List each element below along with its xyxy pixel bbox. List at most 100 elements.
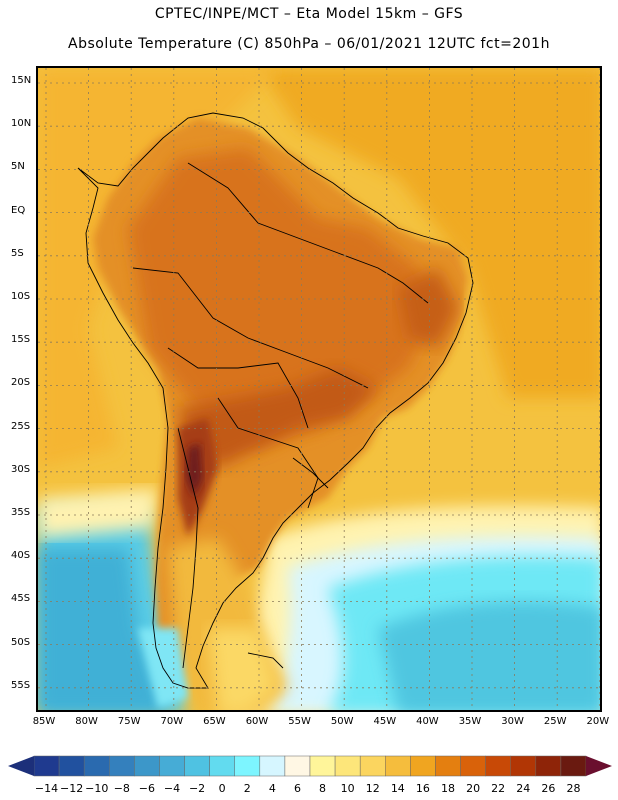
colorbar-cell bbox=[485, 755, 511, 777]
latitude-label: 5S bbox=[11, 247, 24, 259]
field-hotter-interior bbox=[178, 368, 378, 468]
latitude-label: 25S bbox=[11, 420, 31, 432]
border-north bbox=[187, 162, 429, 304]
colorbar-label: −14 bbox=[34, 782, 59, 795]
colorbar-label: −12 bbox=[60, 782, 84, 795]
continent-outline bbox=[77, 112, 474, 689]
colorbar-left-arrow bbox=[8, 756, 34, 776]
colorbar-cell bbox=[510, 755, 537, 777]
border-andes bbox=[177, 427, 199, 669]
map-panel bbox=[36, 66, 602, 712]
longitude-label: 20W bbox=[586, 716, 610, 727]
colorbar-label: 28 bbox=[566, 782, 581, 795]
colorbar-label: 4 bbox=[268, 782, 276, 795]
colorbar-cell bbox=[560, 755, 587, 777]
field-colder-atlantic bbox=[378, 601, 600, 710]
latitude-label: 10N bbox=[11, 118, 32, 130]
border-uruguay bbox=[292, 457, 329, 489]
title-line-2: Absolute Temperature (C) 850hPa – 06/01/… bbox=[68, 36, 550, 52]
field-warm-pacific bbox=[38, 68, 278, 468]
longitude-label: 75W bbox=[117, 716, 141, 727]
field-pale-pacific bbox=[38, 488, 158, 538]
colorbar bbox=[8, 755, 612, 777]
colorbar-label: −2 bbox=[188, 782, 206, 795]
longitude-label: 40W bbox=[416, 716, 439, 727]
latitude-label: 50S bbox=[11, 636, 31, 648]
temperature-map bbox=[38, 68, 600, 710]
longitude-label: 55W bbox=[288, 716, 311, 727]
colorbar-label: −4 bbox=[163, 782, 181, 795]
latitude-label: 55S bbox=[11, 679, 31, 691]
colorbar-label: 0 bbox=[218, 782, 226, 795]
colorbar-label: 26 bbox=[541, 782, 556, 795]
colorbar-cell bbox=[234, 755, 261, 777]
colorbar-label: 20 bbox=[466, 782, 481, 795]
colorbar-cell bbox=[535, 755, 562, 777]
longitude-label: 60W bbox=[245, 716, 269, 727]
colorbar-cell bbox=[209, 755, 235, 777]
latitude-label: 35S bbox=[11, 507, 31, 518]
field-hot-northeast bbox=[398, 268, 458, 348]
falklands bbox=[247, 652, 284, 669]
latitude-label: 20S bbox=[11, 377, 31, 389]
longitude-label: 50W bbox=[330, 716, 354, 727]
colorbar-cell bbox=[284, 755, 311, 777]
colorbar-label: 22 bbox=[491, 782, 506, 795]
colorbar-cell bbox=[309, 755, 336, 777]
colorbar-cell bbox=[184, 755, 210, 777]
longitude-label: 80W bbox=[75, 716, 98, 727]
field-colder-pacific bbox=[38, 548, 167, 710]
colorbar-label: 2 bbox=[243, 782, 251, 795]
longitude-label: 45W bbox=[373, 716, 397, 727]
colorbar-label: 16 bbox=[415, 782, 430, 795]
colorbar-label: 6 bbox=[293, 782, 301, 795]
longitude-label: 25W bbox=[543, 716, 567, 727]
colorbar-label: 24 bbox=[516, 782, 531, 795]
graticule bbox=[38, 68, 600, 710]
colorbar-cells bbox=[33, 755, 587, 777]
colorbar-label: −6 bbox=[138, 782, 156, 795]
colorbar-cell bbox=[259, 755, 286, 777]
latitude-label: 15S bbox=[11, 334, 31, 346]
latitude-label: EQ bbox=[11, 204, 26, 216]
latitude-label: 30S bbox=[11, 463, 31, 475]
longitude-label: 85W bbox=[32, 716, 56, 727]
colorbar-label: −8 bbox=[113, 782, 130, 795]
longitude-label: 35W bbox=[458, 716, 482, 727]
field-max-core bbox=[186, 443, 203, 498]
latitude-label: 15N bbox=[11, 75, 32, 86]
border-paraguay bbox=[217, 397, 319, 509]
colorbar-label: −10 bbox=[85, 782, 109, 795]
longitude-label: 70W bbox=[160, 716, 184, 727]
border-bolivia bbox=[167, 347, 309, 429]
field-hot-interior bbox=[128, 148, 438, 448]
latitude-label: 45S bbox=[11, 593, 31, 605]
field-south-tip bbox=[208, 628, 278, 710]
colorbar-cell bbox=[460, 755, 486, 777]
coastline-layer bbox=[77, 112, 474, 689]
colorbar-cell bbox=[109, 755, 135, 777]
colorbar-cell bbox=[410, 755, 436, 777]
longitude-label: 30W bbox=[501, 716, 524, 727]
title-line-1: CPTEC/INPE/MCT – Eta Model 15km – GFS bbox=[154, 6, 464, 22]
longitude-label: 65W bbox=[203, 716, 226, 727]
colorbar-label: 8 bbox=[319, 782, 327, 795]
colorbar-cell bbox=[159, 755, 185, 777]
latitude-label: 10S bbox=[11, 291, 31, 302]
colorbar-cell bbox=[33, 755, 60, 777]
border-amazon bbox=[132, 267, 369, 389]
temperature-field bbox=[38, 68, 600, 710]
colorbar-cell bbox=[385, 755, 411, 777]
latitude-label: 5N bbox=[11, 161, 25, 173]
colorbar-cell bbox=[435, 755, 461, 777]
colorbar-label: 18 bbox=[441, 782, 455, 795]
colorbar-cell bbox=[334, 755, 361, 777]
colorbar-cell bbox=[359, 755, 386, 777]
colorbar-label: 10 bbox=[340, 782, 355, 795]
colorbar-cell bbox=[83, 755, 110, 777]
colorbar-cell bbox=[58, 755, 85, 777]
colorbar-cell bbox=[134, 755, 160, 777]
colorbar-right-arrow bbox=[586, 756, 612, 776]
latitude-label: 40S bbox=[11, 550, 31, 562]
colorbar-label: 14 bbox=[390, 782, 405, 795]
